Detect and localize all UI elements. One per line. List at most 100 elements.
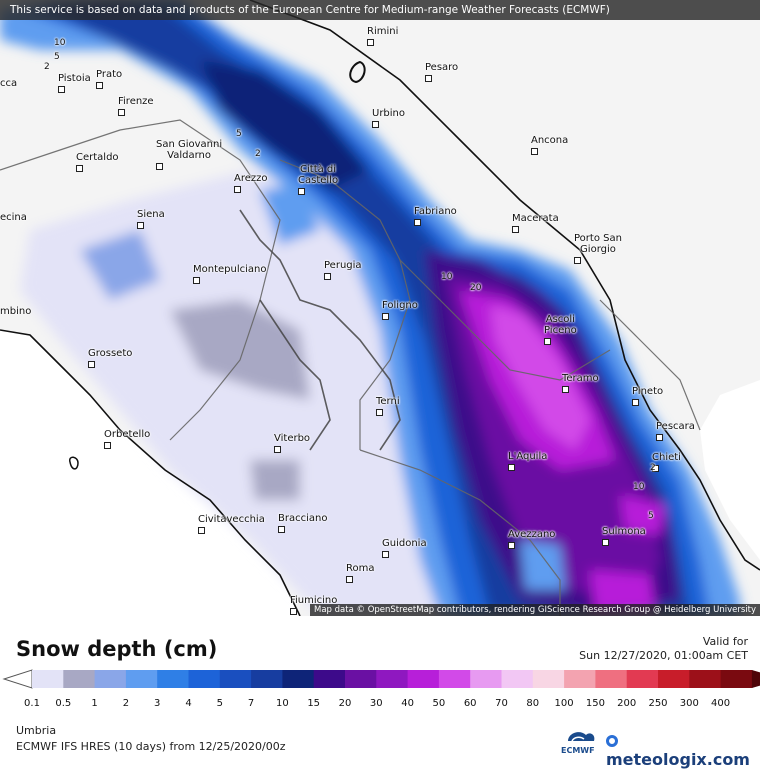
legend-tick-label: 300	[679, 698, 699, 709]
city-label-rimini[interactable]: Rimini	[367, 26, 398, 48]
city-marker-icon	[425, 74, 432, 82]
city-label-fiumicino[interactable]: Fiumicino	[290, 595, 337, 616]
legend-tick-label: 15	[307, 698, 321, 709]
city-label-partial-mbino[interactable]: mbino	[0, 306, 32, 317]
city-marker-icon	[382, 312, 389, 320]
city-label-perugia[interactable]: Perugia	[324, 260, 362, 282]
city-marker-icon	[346, 575, 353, 583]
city-label-terni[interactable]: Terni	[376, 396, 400, 418]
legend-swatch	[470, 670, 502, 688]
city-label-civitavecchia[interactable]: Civitavecchia	[198, 514, 265, 536]
valid-label: Valid for	[702, 635, 748, 648]
city-marker-icon	[58, 85, 65, 93]
legend-tick-label: 60	[463, 698, 477, 709]
legend-swatch	[376, 670, 409, 688]
city-marker-icon	[96, 81, 103, 89]
color-scale-legend	[2, 669, 760, 689]
city-label-san-giovanni-valdarno[interactable]: San Giovanni Valdarno	[156, 139, 222, 172]
city-label-macerata[interactable]: Macerata	[512, 213, 559, 235]
city-label-ancona[interactable]: Ancona	[531, 135, 568, 157]
legend-tick-label: 100	[554, 698, 574, 709]
legend-tick-label: 5	[216, 698, 223, 709]
city-label-ascoli-piceno[interactable]: Ascoli Piceno	[544, 314, 577, 347]
city-label-laquila[interactable]: L'Aquila	[508, 451, 547, 473]
legend-swatch	[438, 670, 471, 688]
city-label-pineto[interactable]: Pineto	[632, 386, 663, 408]
city-label-certaldo[interactable]: Certaldo	[76, 152, 119, 174]
legend-swatch	[282, 670, 315, 688]
city-label-citta-di-castello[interactable]: Città di Castello	[298, 164, 338, 197]
city-label-firenze[interactable]: Firenze	[118, 96, 154, 118]
legend-swatch	[63, 670, 96, 688]
legend-swatch	[251, 670, 283, 688]
legend-swatch	[219, 670, 252, 688]
city-marker-icon	[382, 550, 389, 558]
city-label-porto-san-giorgio[interactable]: Porto San Giorgio	[574, 233, 622, 266]
city-label-pescara[interactable]: Pescara	[656, 421, 695, 443]
contour-label: 10	[54, 38, 66, 48]
city-marker-icon	[290, 607, 297, 615]
city-label-pesaro[interactable]: Pesaro	[425, 62, 458, 84]
model-run: ECMWF IFS HRES (10 days) from 12/25/2020…	[16, 740, 286, 753]
city-label-avezzano[interactable]: Avezzano	[508, 529, 555, 551]
city-label-montepulciano[interactable]: Montepulciano	[193, 264, 266, 286]
city-label-urbino[interactable]: Urbino	[372, 108, 405, 130]
city-marker-icon	[104, 441, 111, 449]
legend-tick-label: 70	[495, 698, 508, 709]
ecmwf-banner: This service is based on data and produc…	[0, 0, 760, 20]
legend-swatch	[94, 670, 127, 688]
city-label-arezzo[interactable]: Arezzo	[234, 173, 268, 195]
legend-swatch	[564, 670, 596, 688]
city-marker-icon	[602, 538, 609, 546]
legend-tick-label: 400	[711, 698, 731, 709]
city-marker-icon	[376, 408, 383, 416]
city-label-chieti[interactable]: Chieti	[652, 452, 681, 474]
city-label-prato[interactable]: Prato	[96, 69, 122, 91]
city-marker-icon	[198, 526, 205, 534]
legend-tick-label: 50	[432, 698, 446, 709]
legend-high-arrow	[751, 670, 760, 688]
city-marker-icon	[88, 360, 95, 368]
city-label-foligno[interactable]: Foligno	[382, 300, 418, 322]
city-marker-icon	[367, 38, 374, 46]
meteologix-ring-icon	[606, 735, 618, 747]
ecmwf-logo-icon	[568, 732, 595, 742]
city-label-orbetello[interactable]: Orbetello	[104, 429, 150, 451]
legend-swatch	[157, 670, 189, 688]
city-label-bracciano[interactable]: Bracciano	[278, 513, 327, 535]
legend-swatch	[125, 670, 158, 688]
city-marker-icon	[632, 398, 639, 406]
legend-swatch	[595, 670, 628, 688]
city-marker-icon	[274, 445, 281, 453]
map-attribution[interactable]: Map data © OpenStreetMap contributors, r…	[310, 604, 760, 616]
legend-tick-label: 20	[338, 698, 352, 709]
city-label-partial-ecina[interactable]: ecina	[0, 212, 27, 223]
legend-tick-label: 0.1	[24, 698, 40, 709]
city-label-siena[interactable]: Siena	[137, 209, 165, 231]
legend-swatch	[313, 670, 346, 688]
city-label-teramo[interactable]: Teramo	[562, 373, 599, 395]
legend-tick-label: 2	[122, 698, 130, 709]
city-marker-icon	[372, 120, 379, 128]
legend-swatch	[720, 670, 753, 688]
snow-depth-map[interactable]: This service is based on data and produc…	[0, 0, 760, 616]
city-marker-icon	[234, 185, 241, 193]
city-label-fabriano[interactable]: Fabriano	[414, 206, 457, 228]
city-label-partial-cca[interactable]: cca	[0, 78, 18, 89]
ecmwf-logo[interactable]	[560, 727, 600, 757]
city-marker-icon	[508, 463, 515, 471]
city-marker-icon	[76, 164, 83, 172]
legend-tick-label: 7	[247, 698, 255, 709]
city-label-guidonia[interactable]: Guidonia	[382, 538, 427, 560]
region-name: Umbria	[16, 724, 57, 737]
meteologix-logo[interactable]: meteologix.com	[606, 731, 760, 769]
city-marker-icon	[531, 147, 538, 155]
legend-tick-label: 1	[91, 698, 98, 709]
city-label-roma[interactable]: Roma	[346, 563, 375, 585]
city-marker-icon	[574, 256, 581, 264]
city-label-viterbo[interactable]: Viterbo	[274, 433, 310, 455]
city-label-pistoia[interactable]: Pistoia	[58, 73, 91, 95]
city-label-grosseto[interactable]: Grosseto	[88, 348, 132, 370]
city-label-sulmona[interactable]: Sulmona	[602, 526, 646, 548]
legend-swatch	[689, 670, 722, 688]
